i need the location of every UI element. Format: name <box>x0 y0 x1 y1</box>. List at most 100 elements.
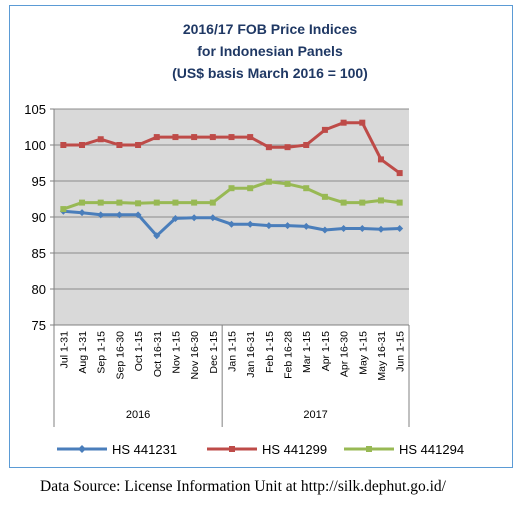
x-tick-label: Dec 1-15 <box>208 331 220 374</box>
y-tick-label: 95 <box>32 174 46 189</box>
data-point <box>190 214 198 222</box>
y-tick-label: 75 <box>32 318 46 333</box>
data-point <box>246 220 254 228</box>
y-tick-label: 90 <box>32 210 46 225</box>
x-tick-label: Sep 1-15 <box>96 331 108 374</box>
data-point <box>60 142 67 148</box>
data-point <box>116 142 123 148</box>
data-point <box>359 119 366 126</box>
data-point <box>284 144 291 151</box>
data-point <box>303 142 310 148</box>
plot-area <box>53 108 409 326</box>
x-tick-label: Aug 1-31 <box>77 331 89 374</box>
data-point <box>172 199 179 206</box>
legend-label: HS 441231 <box>112 442 177 457</box>
x-tick-label: Jan 16-31 <box>245 331 257 378</box>
x-tick-label: Sep 16-30 <box>114 331 126 380</box>
data-point <box>153 232 161 240</box>
data-point <box>153 134 160 141</box>
data-point <box>134 211 142 219</box>
data-point <box>265 178 272 185</box>
x-tick-label: Apr 16-30 <box>339 331 351 377</box>
y-tick-label: 105 <box>24 102 46 117</box>
x-tick-label: Mar 1-15 <box>301 331 313 373</box>
data-point <box>358 225 366 233</box>
data-point <box>265 222 273 230</box>
title-line-2: for Indonesian Panels <box>197 43 343 59</box>
data-point <box>172 134 179 141</box>
legend-marker <box>229 446 235 452</box>
data-point <box>153 199 160 206</box>
data-point <box>191 134 198 141</box>
data-point <box>209 214 217 222</box>
title-line-1: 2016/17 FOB Price Indices <box>183 21 358 37</box>
data-point <box>247 134 254 141</box>
x-tick-label: May 1-15 <box>357 331 369 375</box>
data-point <box>359 199 366 206</box>
x-tick-label: Oct 16-31 <box>152 331 164 377</box>
data-point <box>228 185 235 192</box>
data-point <box>79 142 86 148</box>
data-point <box>396 199 403 206</box>
data-point <box>377 156 384 163</box>
x-tick-label: Feb 16-28 <box>283 331 295 379</box>
data-point <box>191 199 198 206</box>
data-point <box>340 119 347 126</box>
x-tick-label: Nov 16-30 <box>189 331 201 380</box>
data-point <box>321 126 328 133</box>
data-point <box>321 193 328 200</box>
x-axis: Jul 1-31 Aug 1-31 Sep 1-15 Sep 16-30 Oct 1-1… <box>53 325 410 427</box>
data-point <box>60 206 67 213</box>
y-tick-label: 100 <box>24 138 46 153</box>
legend-label: HS 441299 <box>262 442 327 457</box>
x-tick-label: May 16-31 <box>376 331 388 381</box>
data-point <box>302 222 310 230</box>
legend-marker <box>78 445 86 453</box>
data-point <box>209 134 216 141</box>
data-point <box>284 222 292 230</box>
x-tick-label: Apr 1-15 <box>320 331 332 371</box>
data-point <box>209 199 216 206</box>
data-point <box>171 214 179 222</box>
y-tick-label: 85 <box>32 246 46 261</box>
data-point <box>116 199 123 206</box>
data-point <box>396 170 403 177</box>
legend-marker <box>366 446 372 452</box>
data-source-note: Data Source: License Information Unit at… <box>40 478 446 495</box>
data-point <box>97 199 104 206</box>
data-point <box>135 142 142 148</box>
data-point <box>396 225 404 233</box>
data-point <box>265 144 272 151</box>
x-tick-label: Jan 1-15 <box>227 331 239 372</box>
data-point <box>228 220 235 228</box>
data-point <box>135 200 142 207</box>
data-point <box>377 197 384 204</box>
x-tick-label: Feb 1-15 <box>264 331 276 373</box>
data-point <box>228 134 235 141</box>
data-point <box>340 225 348 233</box>
data-point <box>97 211 105 219</box>
legend-label: HS 441294 <box>399 442 464 457</box>
title-line-3: (US$ basis March 2016 = 100) <box>172 65 368 81</box>
x-group-label: 2017 <box>303 409 327 421</box>
data-point <box>247 185 254 192</box>
data-point <box>321 226 329 234</box>
chart-title: 2016/17 FOB Price Indices for Indonesian … <box>172 21 368 81</box>
line-chart: 2016/17 FOB Price Indices for Indonesian … <box>24 21 464 457</box>
data-point <box>303 185 310 192</box>
y-axis: 75 80 85 90 95 100 105 <box>24 102 54 333</box>
legend: HS 441231 HS 441299 HS 441294 <box>57 442 464 457</box>
data-point <box>377 225 385 233</box>
data-point <box>78 209 86 217</box>
x-tick-label: Jun 1-15 <box>395 331 407 372</box>
data-point <box>97 136 104 143</box>
x-tick-label: Jul 1-31 <box>58 331 70 369</box>
data-point <box>284 180 291 187</box>
series-lines <box>59 119 404 240</box>
x-tick-label: Nov 1-15 <box>170 331 182 374</box>
data-point <box>115 211 123 219</box>
x-tick-label: Oct 1-15 <box>133 331 145 371</box>
data-point <box>79 199 86 206</box>
x-group-label: 2016 <box>126 409 150 421</box>
y-tick-label: 80 <box>32 282 46 297</box>
